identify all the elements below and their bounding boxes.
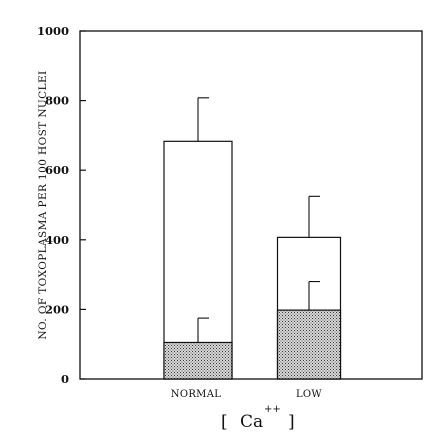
y-tick-label: 200 (45, 302, 69, 316)
x-title-ion: Ca (240, 412, 263, 432)
y-tick-label: 1000 (37, 24, 69, 38)
bars (163, 140, 342, 380)
y-tick-label: 800 (45, 94, 69, 108)
x-axis-title: [ Ca ++ ] (221, 404, 295, 432)
stippled-bar-normal (163, 341, 233, 380)
stippled-bar-low (276, 309, 342, 380)
plot-frame (79, 30, 423, 380)
x-title-bracket-open: [ (221, 412, 228, 432)
x-axis-category-labels: NORMAL LOW (171, 389, 322, 400)
y-tick-label: 0 (61, 372, 69, 386)
category-label-normal: NORMAL (171, 389, 221, 400)
category-label-low: LOW (296, 389, 322, 400)
y-tick-label: 600 (45, 163, 69, 177)
y-axis-tick-labels: 0 200 400 600 800 1000 (37, 24, 69, 386)
y-tick-label: 400 (45, 233, 69, 247)
y-axis-ticks (80, 30, 86, 380)
x-title-charge: ++ (264, 404, 281, 415)
y-axis-title: NO. OF TOXOPLASMA PER 100 HOST NUCLEI (37, 70, 49, 339)
error-bars (197, 97, 320, 343)
x-title-bracket-close: ] (288, 412, 295, 432)
